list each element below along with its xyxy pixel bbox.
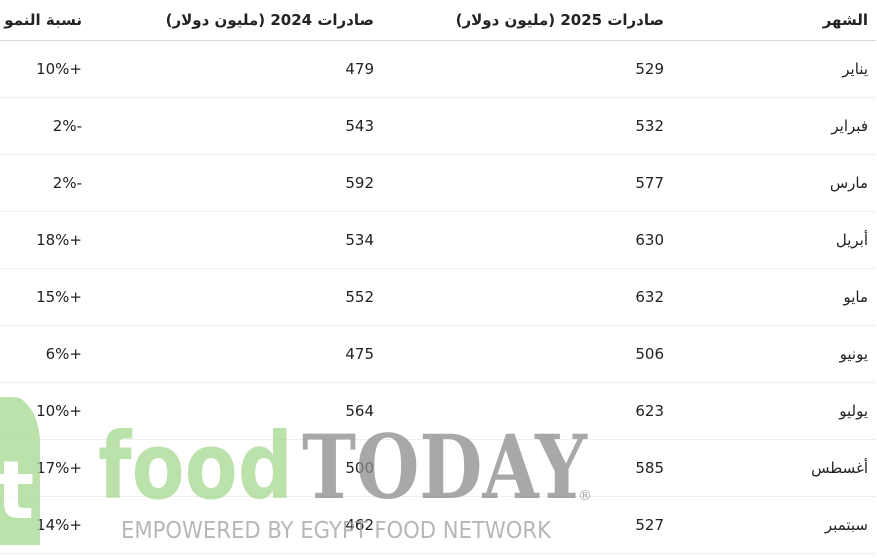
table-cell: +10% (0, 40, 90, 98)
table-row: مايو 632 552 +15% (0, 268, 876, 326)
table-cell: أغسطس (672, 439, 876, 497)
column-header: صادرات 2025 (مليون دولار) (382, 0, 672, 41)
table-cell: سبتمبر (672, 496, 876, 554)
table-body: يناير 529 479 +10% فبراير 532 543 -2% مارس 577 592… (0, 40, 876, 554)
table-row: يوليو 623 564 +10% (0, 382, 876, 440)
column-header: نسبة النمو (0, 0, 90, 41)
table-cell: مايو (672, 268, 876, 326)
table-row: سبتمبر 527 462 +14% (0, 496, 876, 554)
table-cell: 543 (90, 97, 382, 155)
table-cell: 532 (382, 97, 672, 155)
table-cell: 552 (90, 268, 382, 326)
table-cell: -2% (0, 154, 90, 212)
table-cell: 529 (382, 40, 672, 98)
table-cell: +17% (0, 439, 90, 497)
table-cell: +14% (0, 496, 90, 554)
header-row: الشهر صادرات 2025 (مليون دولار) صادرات 202… (0, 0, 876, 41)
table-cell: مارس (672, 154, 876, 212)
table-cell: 475 (90, 325, 382, 383)
table-cell: أبريل (672, 211, 876, 269)
table-row: فبراير 532 543 -2% (0, 97, 876, 155)
table-cell: 630 (382, 211, 672, 269)
table-row: مارس 577 592 -2% (0, 154, 876, 212)
table-cell: 564 (90, 382, 382, 440)
table-cell: -2% (0, 97, 90, 155)
table-cell: يونيو (672, 325, 876, 383)
table-row: أبريل 630 534 +18% (0, 211, 876, 269)
table-cell: 506 (382, 325, 672, 383)
table-cell: +10% (0, 382, 90, 440)
table-cell: +18% (0, 211, 90, 269)
table-cell: 500 (90, 439, 382, 497)
table-row: يونيو 506 475 +6% (0, 325, 876, 383)
table-row: أغسطس 585 500 +17% (0, 439, 876, 497)
table-cell: 479 (90, 40, 382, 98)
table-cell: 534 (90, 211, 382, 269)
table-cell: +15% (0, 268, 90, 326)
table-cell: 592 (90, 154, 382, 212)
table-cell: 585 (382, 439, 672, 497)
table-row: يناير 529 479 +10% (0, 40, 876, 98)
table-cell: 623 (382, 382, 672, 440)
column-header: الشهر (672, 0, 876, 41)
table-cell: 527 (382, 496, 672, 554)
table-cell: فبراير (672, 97, 876, 155)
table-cell: 462 (90, 496, 382, 554)
table-cell: يناير (672, 40, 876, 98)
table-cell: +6% (0, 325, 90, 383)
table-cell: 577 (382, 154, 672, 212)
table-cell: يوليو (672, 382, 876, 440)
column-header: صادرات 2024 (مليون دولار) (90, 0, 382, 41)
table-cell: 632 (382, 268, 672, 326)
